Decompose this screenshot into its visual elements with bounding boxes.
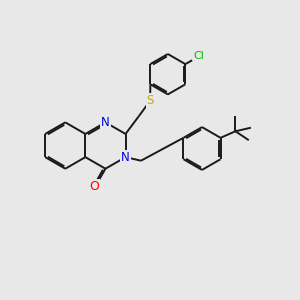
Text: N: N bbox=[121, 151, 130, 164]
Text: O: O bbox=[89, 180, 99, 193]
Text: Cl: Cl bbox=[194, 51, 204, 61]
Text: N: N bbox=[101, 116, 110, 129]
Text: S: S bbox=[146, 94, 154, 107]
